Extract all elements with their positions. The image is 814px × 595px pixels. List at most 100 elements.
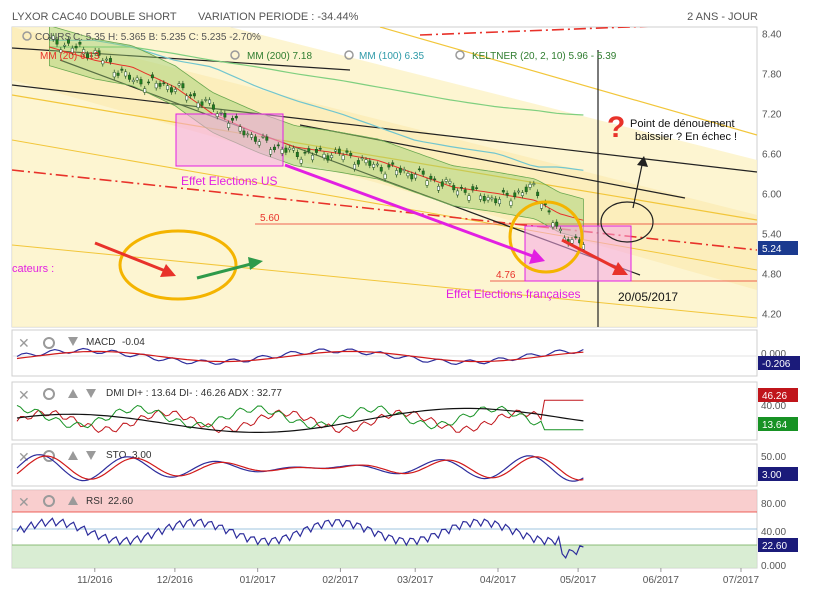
candle-body: [349, 153, 353, 156]
macd-badge-value: -0.206: [762, 359, 791, 370]
dmi-badge-minus: [758, 388, 798, 402]
x-tick-5: 04/2017: [480, 575, 517, 586]
candle-body: [368, 160, 372, 166]
candle-body: [459, 187, 463, 189]
candle-body: [185, 95, 189, 101]
arrow-down-icon[interactable]: [86, 389, 96, 398]
dmi-badge-minus-value: 46.26: [762, 391, 787, 402]
candle-body: [414, 174, 418, 179]
candle-body: [177, 83, 181, 86]
rsi-axis-80: 80.00: [761, 499, 786, 510]
candle-body: [345, 150, 349, 153]
candle-body: [387, 164, 391, 168]
candle-body: [108, 58, 112, 63]
candle-body: [337, 148, 341, 154]
arrow-up-icon[interactable]: [68, 451, 78, 460]
legend-cours: COURS: [35, 32, 71, 43]
candle-body: [360, 157, 364, 160]
adx-line: [16, 407, 584, 433]
variation-label: VARIATION PERIODE : -34.44%: [198, 11, 359, 23]
candle-body: [520, 192, 524, 196]
candle-body: [456, 190, 460, 196]
candle-body: [353, 164, 357, 170]
candle-body: [574, 236, 578, 239]
candle-body: [555, 221, 559, 227]
sto-badge: [758, 467, 798, 481]
candle-body: [307, 148, 311, 152]
gear-icon[interactable]: [22, 31, 32, 41]
close-icon[interactable]: ✕: [18, 387, 30, 403]
price-tick-1: 7.80: [762, 70, 782, 81]
candle-body: [89, 55, 93, 57]
candle-body: [200, 101, 204, 106]
candle-body: [147, 81, 151, 84]
price-tick-5: 5.40: [762, 230, 782, 241]
green-arrow: [196, 257, 263, 280]
gear-icon[interactable]: [344, 50, 354, 60]
arrow-down-icon[interactable]: [68, 337, 78, 346]
close-icon[interactable]: ✕: [18, 449, 30, 465]
candle-body: [234, 115, 238, 119]
dmi-panel: ✕ DMI DI+ : 13.64 DI- : 46.26 ADX : 32.7…: [11, 381, 798, 441]
candle-body: [406, 173, 410, 177]
candle-body: [288, 147, 292, 151]
candle-body: [509, 200, 513, 206]
candle-body: [299, 159, 303, 164]
dmi-minus-line: [16, 399, 584, 434]
rsi-line: [16, 517, 584, 560]
x-tick-6: 05/2017: [560, 575, 597, 586]
candle-body: [417, 168, 421, 171]
candle-body: [551, 222, 555, 228]
channel-line: [12, 139, 757, 271]
candle-body: [532, 183, 536, 185]
resistance-line: [12, 169, 757, 251]
candle-body: [238, 126, 242, 132]
close-icon[interactable]: ✕: [18, 494, 30, 510]
dmi-label: DMI DI+ : 13.64 DI- : 46.26 ADX : 32.77: [106, 388, 282, 399]
price-tick-7: 4.20: [762, 310, 782, 321]
candle-body: [528, 183, 532, 188]
orange-ellipse-right: [508, 200, 584, 274]
close-icon[interactable]: ✕: [18, 335, 30, 351]
x-tick-4: 03/2017: [397, 575, 434, 586]
candle-body: [250, 134, 254, 138]
candle-body: [292, 147, 295, 151]
gear-icon[interactable]: [455, 50, 465, 60]
arrow-down-icon[interactable]: [86, 451, 96, 460]
candle-body: [391, 162, 395, 165]
legend-mm100: MM (100) 6.35: [359, 51, 424, 62]
candle-body: [379, 167, 383, 172]
orange-ellipse-left: [118, 229, 238, 301]
candle-body: [498, 199, 501, 205]
candle-body: [280, 149, 284, 154]
rsi-overbought-zone: [12, 490, 757, 512]
candle-body: [55, 39, 59, 45]
gear-icon[interactable]: [43, 388, 55, 400]
candle-body: [128, 74, 131, 80]
candle-body: [269, 149, 273, 155]
candle-body: [276, 144, 280, 147]
arrow-up-icon[interactable]: [68, 389, 78, 398]
candle-body: [170, 87, 173, 93]
channel-line: [12, 94, 757, 221]
rsi-label: RSI: [86, 496, 103, 507]
candle-body: [559, 229, 562, 231]
candle-body: [490, 197, 494, 200]
timeframe-label[interactable]: 2 ANS - JOUR: [687, 11, 758, 23]
arrow-up-icon[interactable]: [68, 496, 78, 505]
gear-icon[interactable]: [43, 495, 55, 507]
candle-body: [540, 203, 543, 209]
gear-icon[interactable]: [230, 50, 240, 60]
rsi-badge: [758, 538, 798, 552]
candle-body: [158, 83, 162, 87]
candle-body: [223, 112, 227, 118]
price-tick-4: 6.00: [762, 190, 782, 201]
gear-icon[interactable]: [43, 337, 55, 349]
legend-row: COURS C: 5.35 H: 5.365 B: 5.235 C: 5.235…: [22, 31, 617, 62]
candle-body: [433, 178, 437, 181]
candle-body: [162, 82, 166, 85]
price-tick-2: 7.20: [762, 110, 782, 121]
candle-body: [341, 155, 345, 161]
sto-panel: ✕ STO 3.00 50.00 3.00: [11, 443, 798, 487]
candle-body: [524, 186, 528, 192]
